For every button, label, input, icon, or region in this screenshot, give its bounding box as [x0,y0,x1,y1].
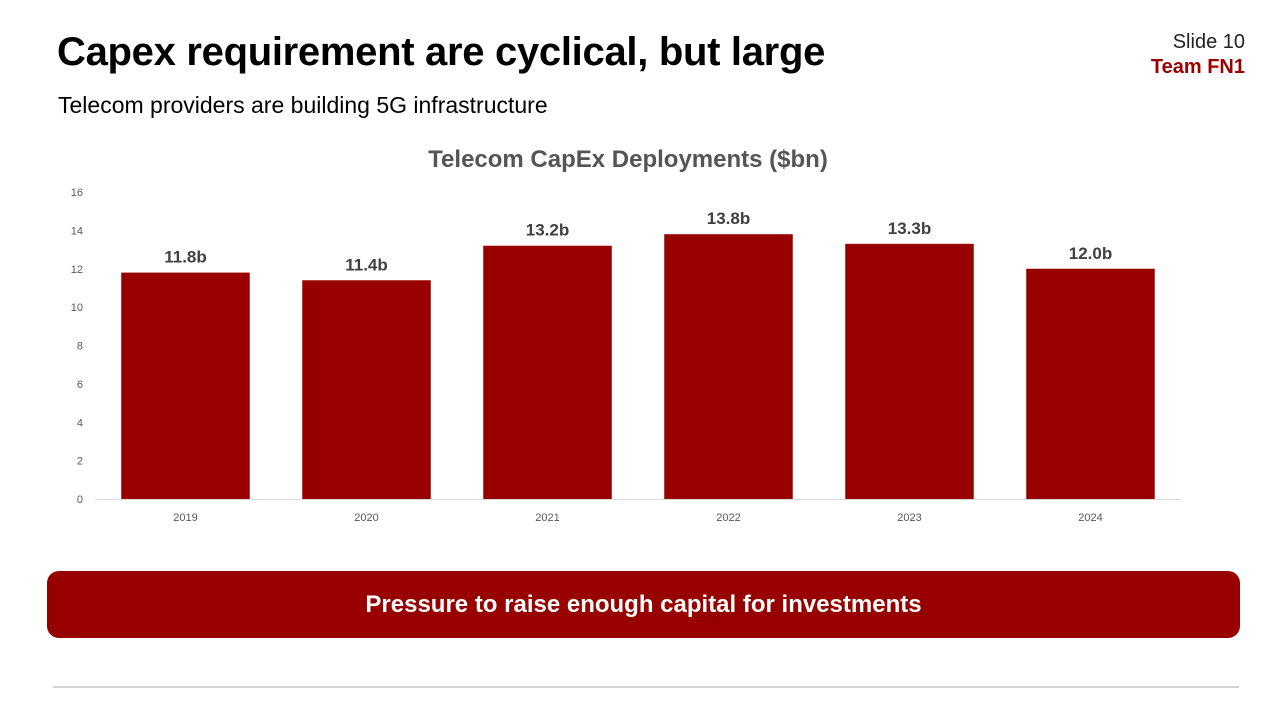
bar-2023 [845,243,974,499]
bar-chart: 0 2 4 6 8 10 12 14 16 11.8b 2019 11.4b 2020 13.2b 2021… [71,187,1181,524]
x-tick-label-2023: 2023 [897,512,921,524]
x-tick-label-2021: 2021 [535,512,559,524]
x-tick-label-2020: 2020 [354,512,378,524]
bar-2021 [483,245,612,499]
data-label-2021: 13.2b [526,221,569,240]
data-label-2020: 11.4b [345,255,388,274]
footer-divider [53,686,1239,688]
data-label-2024: 12.0b [1069,244,1112,263]
bar-2020 [302,280,431,499]
y-tick-label: 8 [77,341,83,353]
y-tick-label: 16 [71,187,83,199]
team-name: Team FN1 [1150,56,1245,78]
slide-number: Slide 10 [1172,31,1245,53]
slide-subtitle: Telecom providers are building 5G infras… [58,92,548,118]
callout-banner: Pressure to raise enough capital for inv… [47,571,1240,638]
y-tick-label: 12 [71,264,83,276]
y-tick-label: 2 [77,456,83,468]
x-tick-label-2022: 2022 [716,512,740,524]
slide-title: Capex requirement are cyclical, but larg… [57,30,826,74]
x-tick-label-2019: 2019 [173,512,197,524]
data-label-2023: 13.3b [888,219,931,238]
y-tick-label: 0 [77,494,83,506]
y-tick-label: 10 [71,302,83,314]
bar-2019 [121,272,250,499]
y-tick-label: 6 [77,379,83,391]
y-tick-label: 14 [71,225,83,237]
bar-2022 [664,234,793,499]
y-tick-label: 4 [77,417,83,429]
data-label-2019: 11.8b [164,248,207,267]
callout-text: Pressure to raise enough capital for inv… [365,590,922,618]
bar-2024 [1026,268,1155,499]
chart-title: Telecom CapEx Deployments ($bn) [428,146,828,173]
data-label-2022: 13.8b [707,209,750,228]
x-tick-label-2024: 2024 [1078,512,1102,524]
slide-meta: Slide 10 Team FN1 [1151,30,1245,80]
